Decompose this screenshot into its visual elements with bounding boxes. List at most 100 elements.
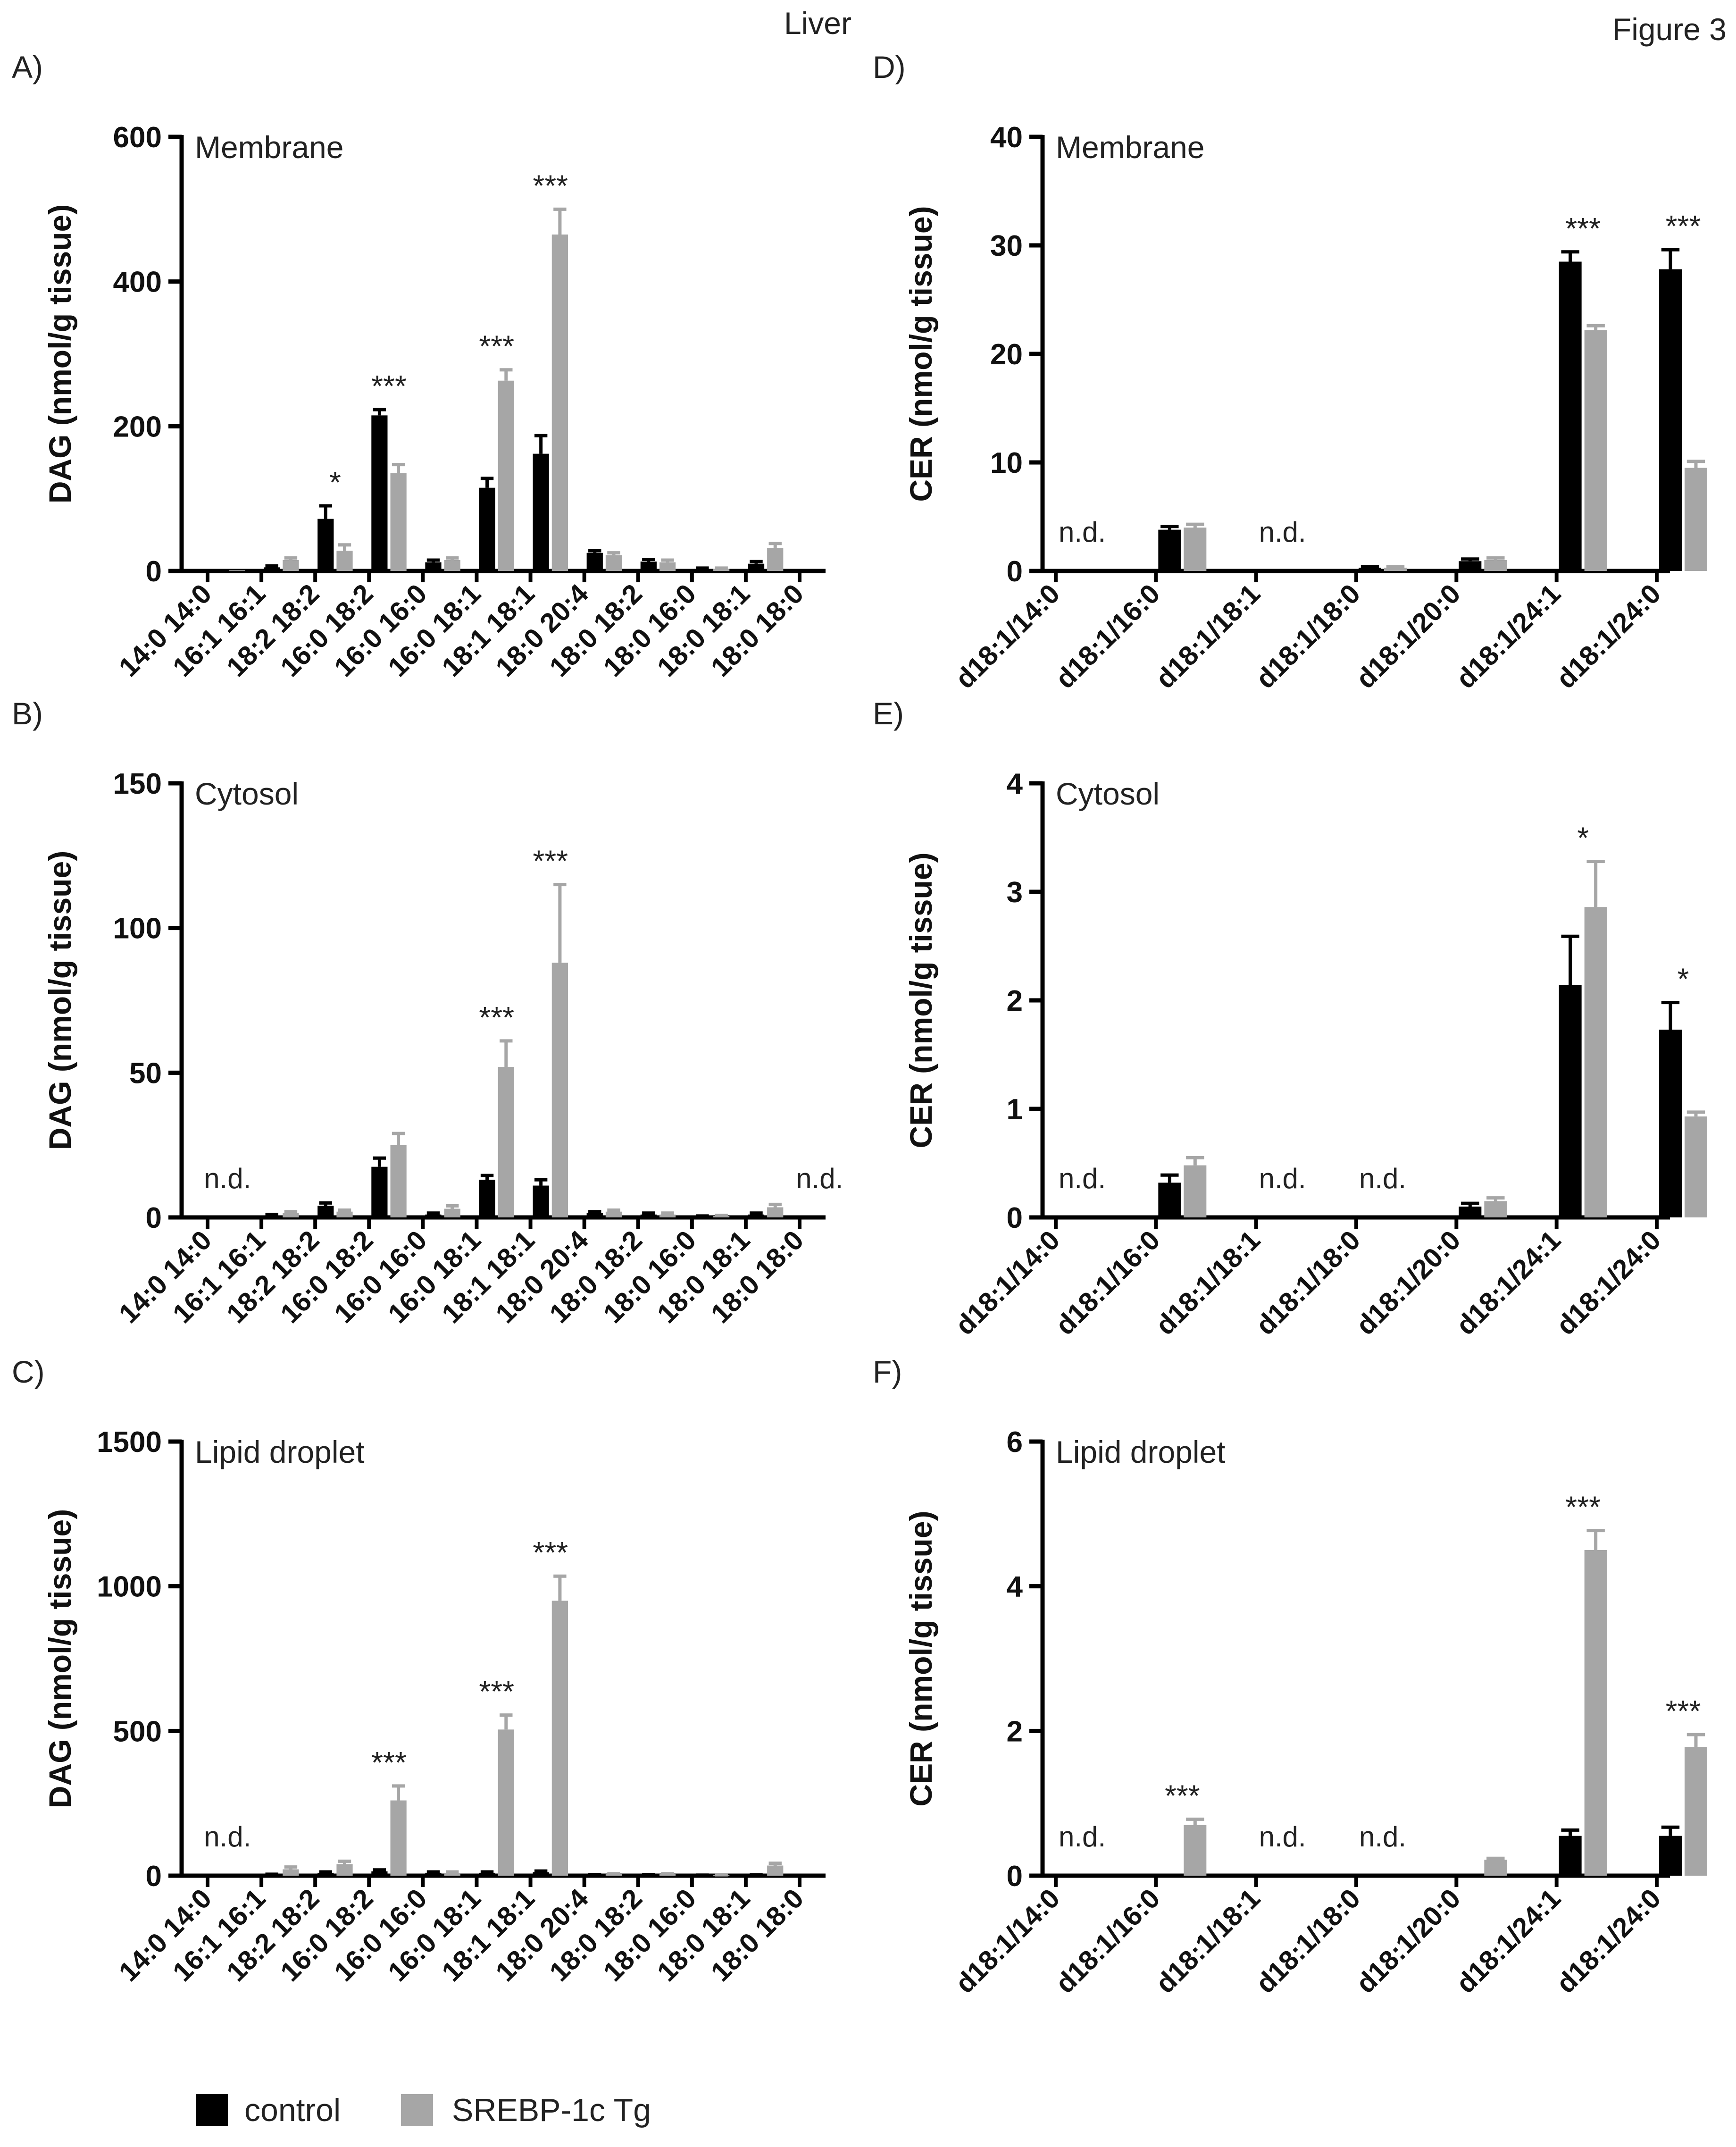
bar-srebp-1c-tg-d18-1-16-0 (1184, 1165, 1207, 1217)
y-tick-label: 20 (990, 338, 1023, 371)
panel-letter: D) (873, 50, 906, 84)
bar-srebp-1c-tg-d18-1-24-1 (1584, 907, 1607, 1217)
legend-label-control: control (244, 2092, 341, 2128)
bar-srebp-1c-tg-14-0-14-0 (229, 570, 245, 571)
bar-control-d18-1-20-0 (1459, 1207, 1482, 1217)
bar-srebp-1c-tg-18-0-20-4 (605, 555, 622, 571)
bar-srebp-1c-tg-18-2-18-2 (336, 1211, 353, 1217)
y-axis-label: DAG (nmol/g tissue) (42, 1509, 77, 1808)
bar-srebp-1c-tg-d18-1-16-0 (1184, 1825, 1207, 1876)
legend: control SREBP-1c Tg (196, 2092, 651, 2128)
bar-srebp-1c-tg-18-0-16-0 (713, 569, 730, 571)
bar-control-16-0-16-0 (425, 1872, 442, 1876)
bar-srebp-1c-tg-18-0-20-4 (605, 1211, 622, 1217)
y-axis-label: DAG (nmol/g tissue) (42, 851, 77, 1150)
bar-srebp-1c-tg-18-0-18-1 (767, 547, 784, 571)
chart-title: Lipid droplet (195, 1434, 365, 1469)
annotation-significance: *** (1666, 209, 1701, 243)
bar-srebp-1c-tg-18-1-18-1 (551, 1601, 568, 1876)
bar-control-18-1-18-1 (533, 1872, 549, 1876)
bar-control-16-1-16-1 (264, 1216, 280, 1217)
bar-srebp-1c-tg-16-0-18-2 (390, 473, 407, 571)
bar-srebp-1c-tg-d18-1-24-0 (1685, 1747, 1707, 1876)
panel-letter: B) (12, 696, 43, 731)
y-tick-label: 0 (146, 555, 162, 588)
chart-title: Membrane (1056, 130, 1204, 165)
bar-control-14-0-14-0 (210, 570, 226, 571)
bar-control-16-0-18-2 (371, 415, 388, 571)
annotation-significance: *** (1666, 1694, 1701, 1728)
y-tick-label: 1 (1007, 1093, 1023, 1126)
y-tick-label: 0 (1007, 1202, 1023, 1234)
annotation-significance: *** (479, 1675, 514, 1709)
bar-srebp-1c-tg-16-0-18-1 (498, 1067, 514, 1217)
y-axis-label: CER (nmol/g tissue) (903, 206, 938, 502)
annotation-significance: *** (533, 844, 568, 878)
bar-control-18-2-18-2 (317, 1206, 334, 1217)
bar-control-18-0-20-4 (586, 1213, 603, 1217)
chart-title: Cytosol (1056, 776, 1160, 811)
y-tick-label: 150 (113, 768, 162, 800)
chart-title: Lipid droplet (1056, 1434, 1226, 1469)
annotation-significance: * (1577, 821, 1589, 855)
bar-control-d18-1-24-1 (1559, 261, 1582, 571)
annotation-nd: n.d. (1259, 516, 1306, 548)
annotation-significance: *** (371, 369, 407, 403)
bar-control-d18-1-20-0 (1459, 561, 1482, 571)
bar-control-d18-1-24-0 (1659, 1836, 1682, 1876)
annotation-significance: *** (1565, 1490, 1601, 1524)
y-tick-label: 0 (1007, 555, 1023, 588)
y-tick-label: 4 (1007, 768, 1023, 800)
y-axis-label: CER (nmol/g tissue) (903, 852, 938, 1148)
bar-control-18-0-18-2 (640, 1214, 657, 1217)
bar-srebp-1c-tg-d18-1-20-0 (1484, 560, 1507, 571)
y-tick-label: 200 (113, 411, 162, 443)
annotation-nd: n.d. (1359, 1163, 1406, 1194)
y-tick-label: 2 (1007, 1715, 1023, 1748)
bar-control-d18-1-24-1 (1559, 985, 1582, 1217)
bar-srebp-1c-tg-18-0-18-1 (767, 1207, 784, 1217)
bar-control-16-0-16-0 (425, 562, 442, 571)
y-axis-label: CER (nmol/g tissue) (903, 1510, 938, 1806)
bar-control-16-0-18-1 (479, 1872, 495, 1876)
annotation-nd: n.d. (1059, 516, 1106, 548)
bar-srebp-1c-tg-16-1-16-1 (283, 1213, 299, 1217)
annotation-nd: n.d. (1059, 1821, 1106, 1853)
y-tick-label: 0 (146, 1860, 162, 1893)
bar-control-18-2-18-2 (317, 519, 334, 571)
annotation-nd: n.d. (1259, 1821, 1306, 1853)
bar-control-16-0-18-2 (371, 1871, 388, 1876)
y-tick-label: 600 (113, 121, 162, 154)
bar-control-18-1-18-1 (533, 453, 549, 571)
bar-control-16-0-18-2 (371, 1166, 388, 1217)
bar-control-18-2-18-2 (317, 1872, 334, 1876)
bar-srebp-1c-tg-d18-1-16-0 (1184, 528, 1207, 571)
bar-control-16-0-18-1 (479, 1180, 495, 1217)
annotation-significance: *** (533, 168, 568, 202)
bar-srebp-1c-tg-18-1-18-1 (551, 963, 568, 1217)
bar-control-18-0-18-1 (748, 1214, 765, 1217)
panel-letter: C) (12, 1354, 45, 1389)
bar-control-d18-1-16-0 (1158, 1183, 1181, 1217)
bar-srebp-1c-tg-16-0-18-2 (390, 1145, 407, 1217)
legend-swatch-control (196, 2094, 228, 2126)
tissue-label: Liver (784, 6, 851, 41)
annotation-significance: *** (1165, 1778, 1200, 1812)
annotation-significance: *** (1565, 211, 1601, 245)
bar-control-16-0-16-0 (425, 1214, 442, 1217)
bar-srebp-1c-tg-d18-1-18-0 (1384, 568, 1407, 571)
bar-control-d18-1-24-0 (1659, 269, 1682, 571)
bar-control-d18-1-18-0 (1359, 568, 1381, 571)
bar-srebp-1c-tg-d18-1-24-1 (1584, 330, 1607, 571)
panel-letter: E) (873, 696, 904, 731)
y-tick-label: 1000 (97, 1571, 162, 1603)
panel-letter: F) (873, 1354, 902, 1389)
bar-control-18-0-18-1 (748, 563, 765, 571)
figure-label: Figure 3 (1612, 12, 1727, 47)
chart-title: Membrane (195, 130, 343, 165)
annotation-nd: n.d. (204, 1163, 251, 1194)
bar-control-d18-1-24-1 (1559, 1836, 1582, 1876)
annotation-nd: n.d. (796, 1163, 843, 1194)
